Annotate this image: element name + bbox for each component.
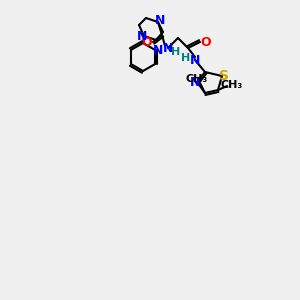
Text: N: N (155, 14, 165, 28)
Text: H: H (181, 53, 190, 63)
Text: O: O (201, 35, 211, 49)
Text: O: O (142, 35, 152, 49)
Text: N: N (163, 41, 173, 55)
Text: N: N (137, 31, 147, 44)
Text: N: N (190, 53, 200, 67)
Text: S: S (219, 69, 229, 83)
Text: H: H (171, 47, 181, 57)
Text: CH₃: CH₃ (186, 74, 208, 84)
Text: N: N (153, 44, 163, 56)
Text: N: N (190, 76, 200, 88)
Text: CH₃: CH₃ (221, 80, 243, 90)
